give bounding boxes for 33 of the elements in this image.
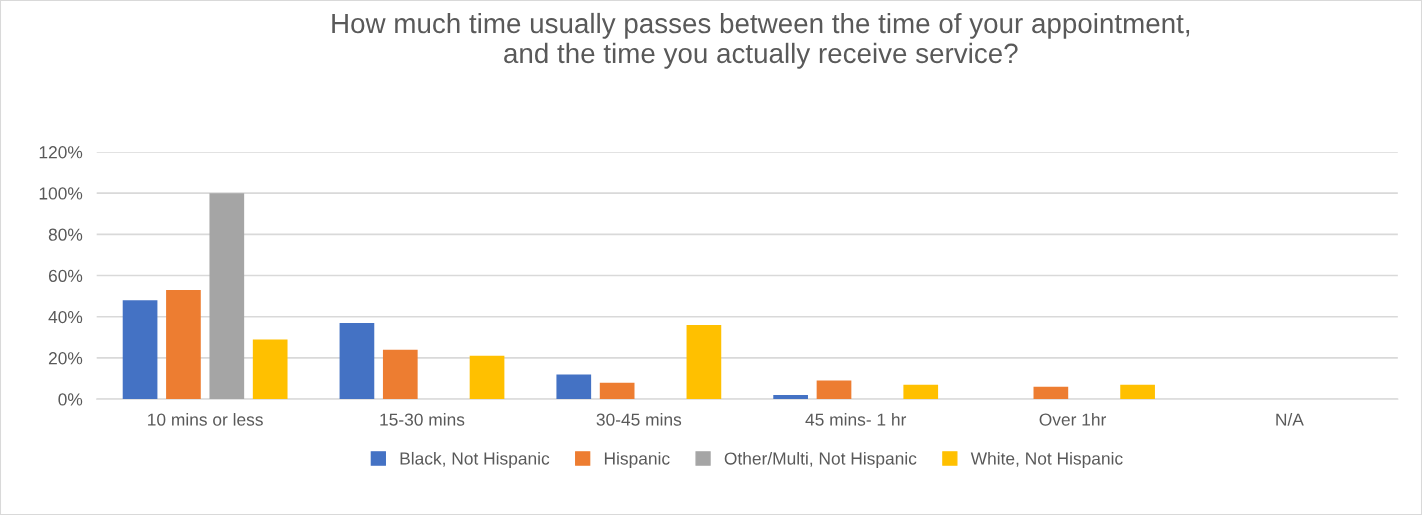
bar xyxy=(1033,386,1069,400)
legend-label: Other/Multi, Not Hispanic xyxy=(724,451,917,469)
x-tick-label: 30-45 mins xyxy=(596,413,682,426)
bar xyxy=(122,300,158,400)
bar xyxy=(686,324,722,400)
legend-label: Black, Not Hispanic xyxy=(400,451,550,469)
x-tick-label: 10 mins or less xyxy=(148,413,263,426)
legend-label: Hispanic xyxy=(604,451,670,469)
x-tick-label: N/A xyxy=(1276,413,1304,426)
bar xyxy=(816,380,852,400)
legend-label: White, Not Hispanic xyxy=(970,451,1123,469)
bar xyxy=(903,384,939,400)
x-tick-label: 45 mins- 1 hr xyxy=(805,413,907,426)
bar xyxy=(556,374,592,400)
bar xyxy=(252,339,288,400)
bar xyxy=(166,289,201,400)
bar xyxy=(209,193,245,400)
bar xyxy=(382,349,418,400)
bar xyxy=(469,355,505,400)
bar xyxy=(599,382,635,400)
y-tick-label: 60% xyxy=(48,269,83,282)
y-tick-label: 100% xyxy=(39,187,83,200)
bar xyxy=(339,322,375,400)
bar xyxy=(773,395,808,400)
x-tick-label: 15-30 mins xyxy=(380,413,465,426)
x-tick-label: Over 1hr xyxy=(1039,413,1107,426)
chart-title: How much time usually passes between the time of your appointment, and the time you actually receive service? xyxy=(332,12,1190,69)
y-tick-label: 120% xyxy=(39,146,83,159)
y-tick-label: 20% xyxy=(48,352,83,365)
y-tick-label: 80% xyxy=(48,228,83,241)
bar xyxy=(1120,384,1155,400)
y-tick-label: 40% xyxy=(48,310,83,324)
y-tick-label: 0% xyxy=(58,393,83,406)
